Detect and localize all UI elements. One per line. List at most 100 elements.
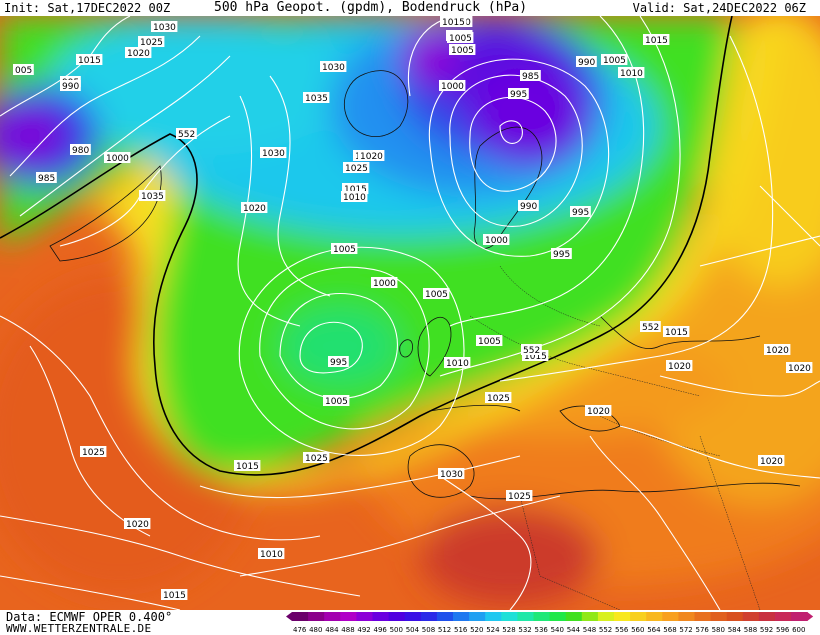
isobar-label-bg xyxy=(80,446,107,457)
colorbar-tick-label: 588 xyxy=(744,626,757,634)
colorbar-swatch xyxy=(501,612,518,621)
isobar-label: 1010 xyxy=(260,550,283,560)
isobar-label: 1025 xyxy=(305,454,328,464)
isobar-label: 1035 xyxy=(305,94,328,104)
isobar-label-bg xyxy=(522,350,549,361)
isobar-label: 1000 xyxy=(485,236,508,246)
isobar-label: 1030 xyxy=(262,149,285,159)
isobar-label-bg xyxy=(343,162,370,173)
colorbar-tick-label: 480 xyxy=(309,626,322,634)
isobar-label-bg xyxy=(521,344,542,355)
colorbar-tick-label: 556 xyxy=(615,626,629,634)
isobar-label: 1005 xyxy=(451,46,474,56)
colorbar-tick-label: 576 xyxy=(696,626,710,634)
isobar-label-bg xyxy=(601,54,628,65)
isobar-label: 552 xyxy=(642,323,659,333)
isobar-label-bg xyxy=(444,357,471,368)
isobar-label-bg xyxy=(371,277,398,288)
isobar-label: 1020 xyxy=(668,362,691,372)
isobar-label: 1035 xyxy=(141,192,164,202)
isobar-label-bg xyxy=(551,248,572,259)
isobar-label-bg xyxy=(476,335,503,346)
isobar-label: 1010 xyxy=(620,69,643,79)
colorbar-tick-label: 596 xyxy=(776,626,790,634)
isobar-label-bg xyxy=(125,47,152,58)
isobar-label: 1020 xyxy=(760,457,783,467)
colorbar-tick-label: 496 xyxy=(374,626,388,634)
colorbar-tick-label: 516 xyxy=(454,626,468,634)
colorbar-tick-label: 500 xyxy=(390,626,403,634)
isobar-label-bg xyxy=(518,200,539,211)
colorbar-swatch xyxy=(453,612,470,621)
isobar-label-bg xyxy=(303,452,330,463)
isobar-label: 1015 xyxy=(78,56,101,66)
isobar-label-bg xyxy=(13,64,34,75)
isobar-label: 1015 xyxy=(163,591,186,601)
colorbar-tick-label: 540 xyxy=(551,626,564,634)
isobar-label: 990 xyxy=(520,202,537,212)
weather-map: 1030102510201015005995990980985100055210… xyxy=(0,16,820,610)
isobar-label: 1005 xyxy=(449,34,472,44)
colorbar-swatch xyxy=(581,612,599,621)
colorbar-tick-label: 572 xyxy=(679,626,692,634)
isobar-label-bg xyxy=(576,56,597,67)
isobar-label-bg xyxy=(241,202,268,213)
isobar-label-bg xyxy=(666,360,693,371)
isobar-label-bg xyxy=(585,405,612,416)
isobar-label: 1020 xyxy=(788,364,811,374)
isobar-label-bg xyxy=(70,144,91,155)
colorbar-swatch xyxy=(565,612,583,621)
colorbar-swatch xyxy=(549,612,567,621)
isobar-label: 985 xyxy=(522,72,539,82)
isobar-label: 552 xyxy=(178,130,195,140)
isobar-label-bg xyxy=(260,147,287,158)
isobar-label-bg xyxy=(438,468,465,479)
map-header: Init: Sat,17DEC2022 00Z 500 hPa Geopot. … xyxy=(0,0,820,16)
isobar-label: 1020 xyxy=(766,346,789,356)
colorbar-swatch xyxy=(469,612,486,621)
colorbar-swatch xyxy=(420,612,438,621)
colorbar-tick-label: 592 xyxy=(760,626,773,634)
isobar-label-bg xyxy=(440,16,467,27)
colorbar-swatch xyxy=(646,612,663,621)
isobar-label: 995 xyxy=(553,250,570,260)
colorbar-swatch xyxy=(742,612,760,621)
isobar-label: 1010 xyxy=(446,359,469,369)
isobar-label: 1005 xyxy=(478,337,501,347)
colorbar-swatch xyxy=(758,612,776,621)
isobar-label-bg xyxy=(447,32,474,43)
isobar-label-bg xyxy=(520,70,541,81)
colorbar-tick-label: 584 xyxy=(728,626,742,634)
colorbar-legend: 476 480 484 488 492 496 500 504 508 512 516 520 524 5… xyxy=(286,612,814,634)
isobar-label-bg xyxy=(449,44,476,55)
isobar-label-bg xyxy=(124,518,151,529)
colorbar-swatch xyxy=(324,612,341,621)
isobar-label: 1000 xyxy=(106,154,129,164)
isobar-label: 1015 xyxy=(344,185,367,195)
colorbar-tick-label: 532 xyxy=(518,626,531,634)
isobar-label: 1005 xyxy=(603,56,626,66)
colorbar-swatch xyxy=(597,612,615,621)
isobar-label: 1030 xyxy=(440,470,463,480)
isobar-label-bg xyxy=(618,67,645,78)
isobar-label: 1025 xyxy=(140,38,163,48)
isobar-label: 990 xyxy=(578,58,595,68)
isobar-label-bg xyxy=(104,152,131,163)
isobar-label: 980 xyxy=(72,146,89,156)
colorbar-swatch xyxy=(678,612,695,621)
colorbar-tick-label: 552 xyxy=(599,626,612,634)
isobar-label: 1025 xyxy=(508,492,531,502)
valid-time: Valid: Sat,24DEC2022 06Z xyxy=(632,1,806,15)
isobar-label-bg xyxy=(640,321,661,332)
isobar-label: 1000 xyxy=(373,279,396,289)
data-source: Data: ECMWF OPER 0.400° xyxy=(6,610,173,624)
isobar-label-bg xyxy=(303,92,330,103)
isobar-labels: 1030102510201015005995990980985100055210… xyxy=(13,16,813,601)
isobar-label-bg xyxy=(234,460,261,471)
isobar-label-bg xyxy=(483,234,510,245)
isobar-label: 995 xyxy=(330,358,347,368)
isobar-label: 1030 xyxy=(322,63,345,73)
isobar-label: 1020 xyxy=(126,520,149,530)
isobar-label-bg xyxy=(331,243,358,254)
isobar-label: 1030 xyxy=(153,23,176,33)
